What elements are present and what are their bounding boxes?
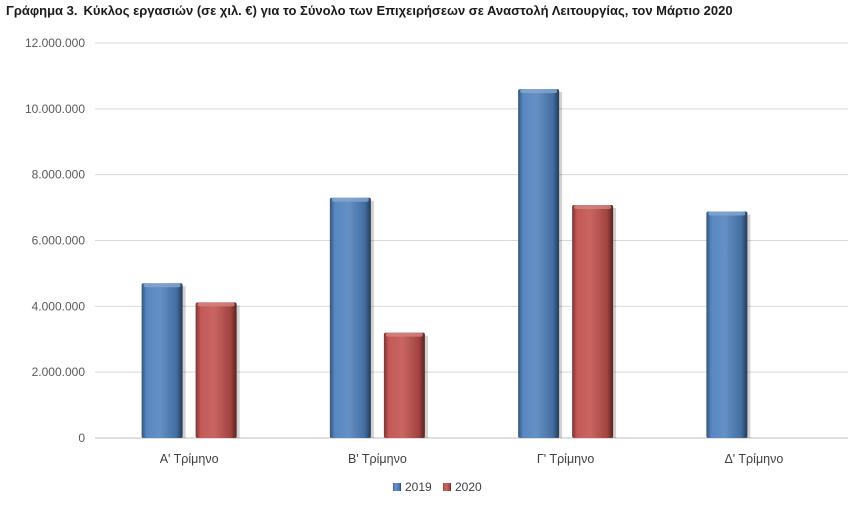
legend: 2019 2020 (393, 480, 482, 494)
y-tick-label: 6.000.000 (32, 234, 86, 248)
bar-2020-3 (572, 204, 614, 438)
chart-title-text: Κύκλος εργασιών (σε χιλ. €) για το Σύνολ… (83, 3, 733, 18)
bar-highlight (520, 89, 558, 94)
legend-label-2019: 2019 (405, 480, 432, 494)
bar-2019-3 (518, 89, 560, 438)
y-tick-label: 2.000.000 (32, 365, 86, 379)
bar-2020-2 (383, 332, 425, 438)
bar-highlight (385, 332, 423, 337)
bar-2019-1 (141, 283, 183, 438)
bar-2019-4 (706, 211, 748, 438)
y-tick-label: 12.000.000 (25, 36, 85, 50)
bar-highlight (331, 197, 369, 202)
legend-swatch-2019 (393, 483, 401, 491)
y-tick-label: 10.000.000 (25, 102, 85, 116)
x-axis: Α' Τρίμηνο Β' Τρίμηνο Γ' Τρίμηνο Δ' Τρίμηνο (160, 452, 784, 466)
x-tick-label: Δ' Τρίμηνο (724, 452, 783, 466)
chart-title: Γράφημα 3. Κύκλος εργασιών (σε χιλ. €) γι… (6, 3, 856, 18)
y-tick-label: 0 (78, 431, 85, 445)
y-tick-label: 8.000.000 (32, 168, 86, 182)
bar-highlight (143, 283, 181, 288)
legend-label-2020: 2020 (455, 480, 482, 494)
legend-swatch-2020 (443, 483, 451, 491)
x-tick-label: Α' Τρίμηνο (160, 452, 219, 466)
y-axis: 0 2.000.000 4.000.000 6.000.000 8.000.000 10.… (25, 36, 85, 445)
x-tick-label: Γ' Τρίμηνο (537, 452, 594, 466)
chart-title-number: Γράφημα 3. (6, 3, 78, 18)
bars (141, 89, 751, 438)
x-tick-label: Β' Τρίμηνο (348, 452, 407, 466)
bar-highlight (708, 211, 746, 216)
bar-highlight (197, 302, 235, 307)
bar-2020-1 (195, 302, 237, 438)
bar-highlight (574, 204, 612, 209)
y-tick-label: 4.000.000 (32, 299, 86, 313)
bar-2019-2 (329, 197, 371, 438)
